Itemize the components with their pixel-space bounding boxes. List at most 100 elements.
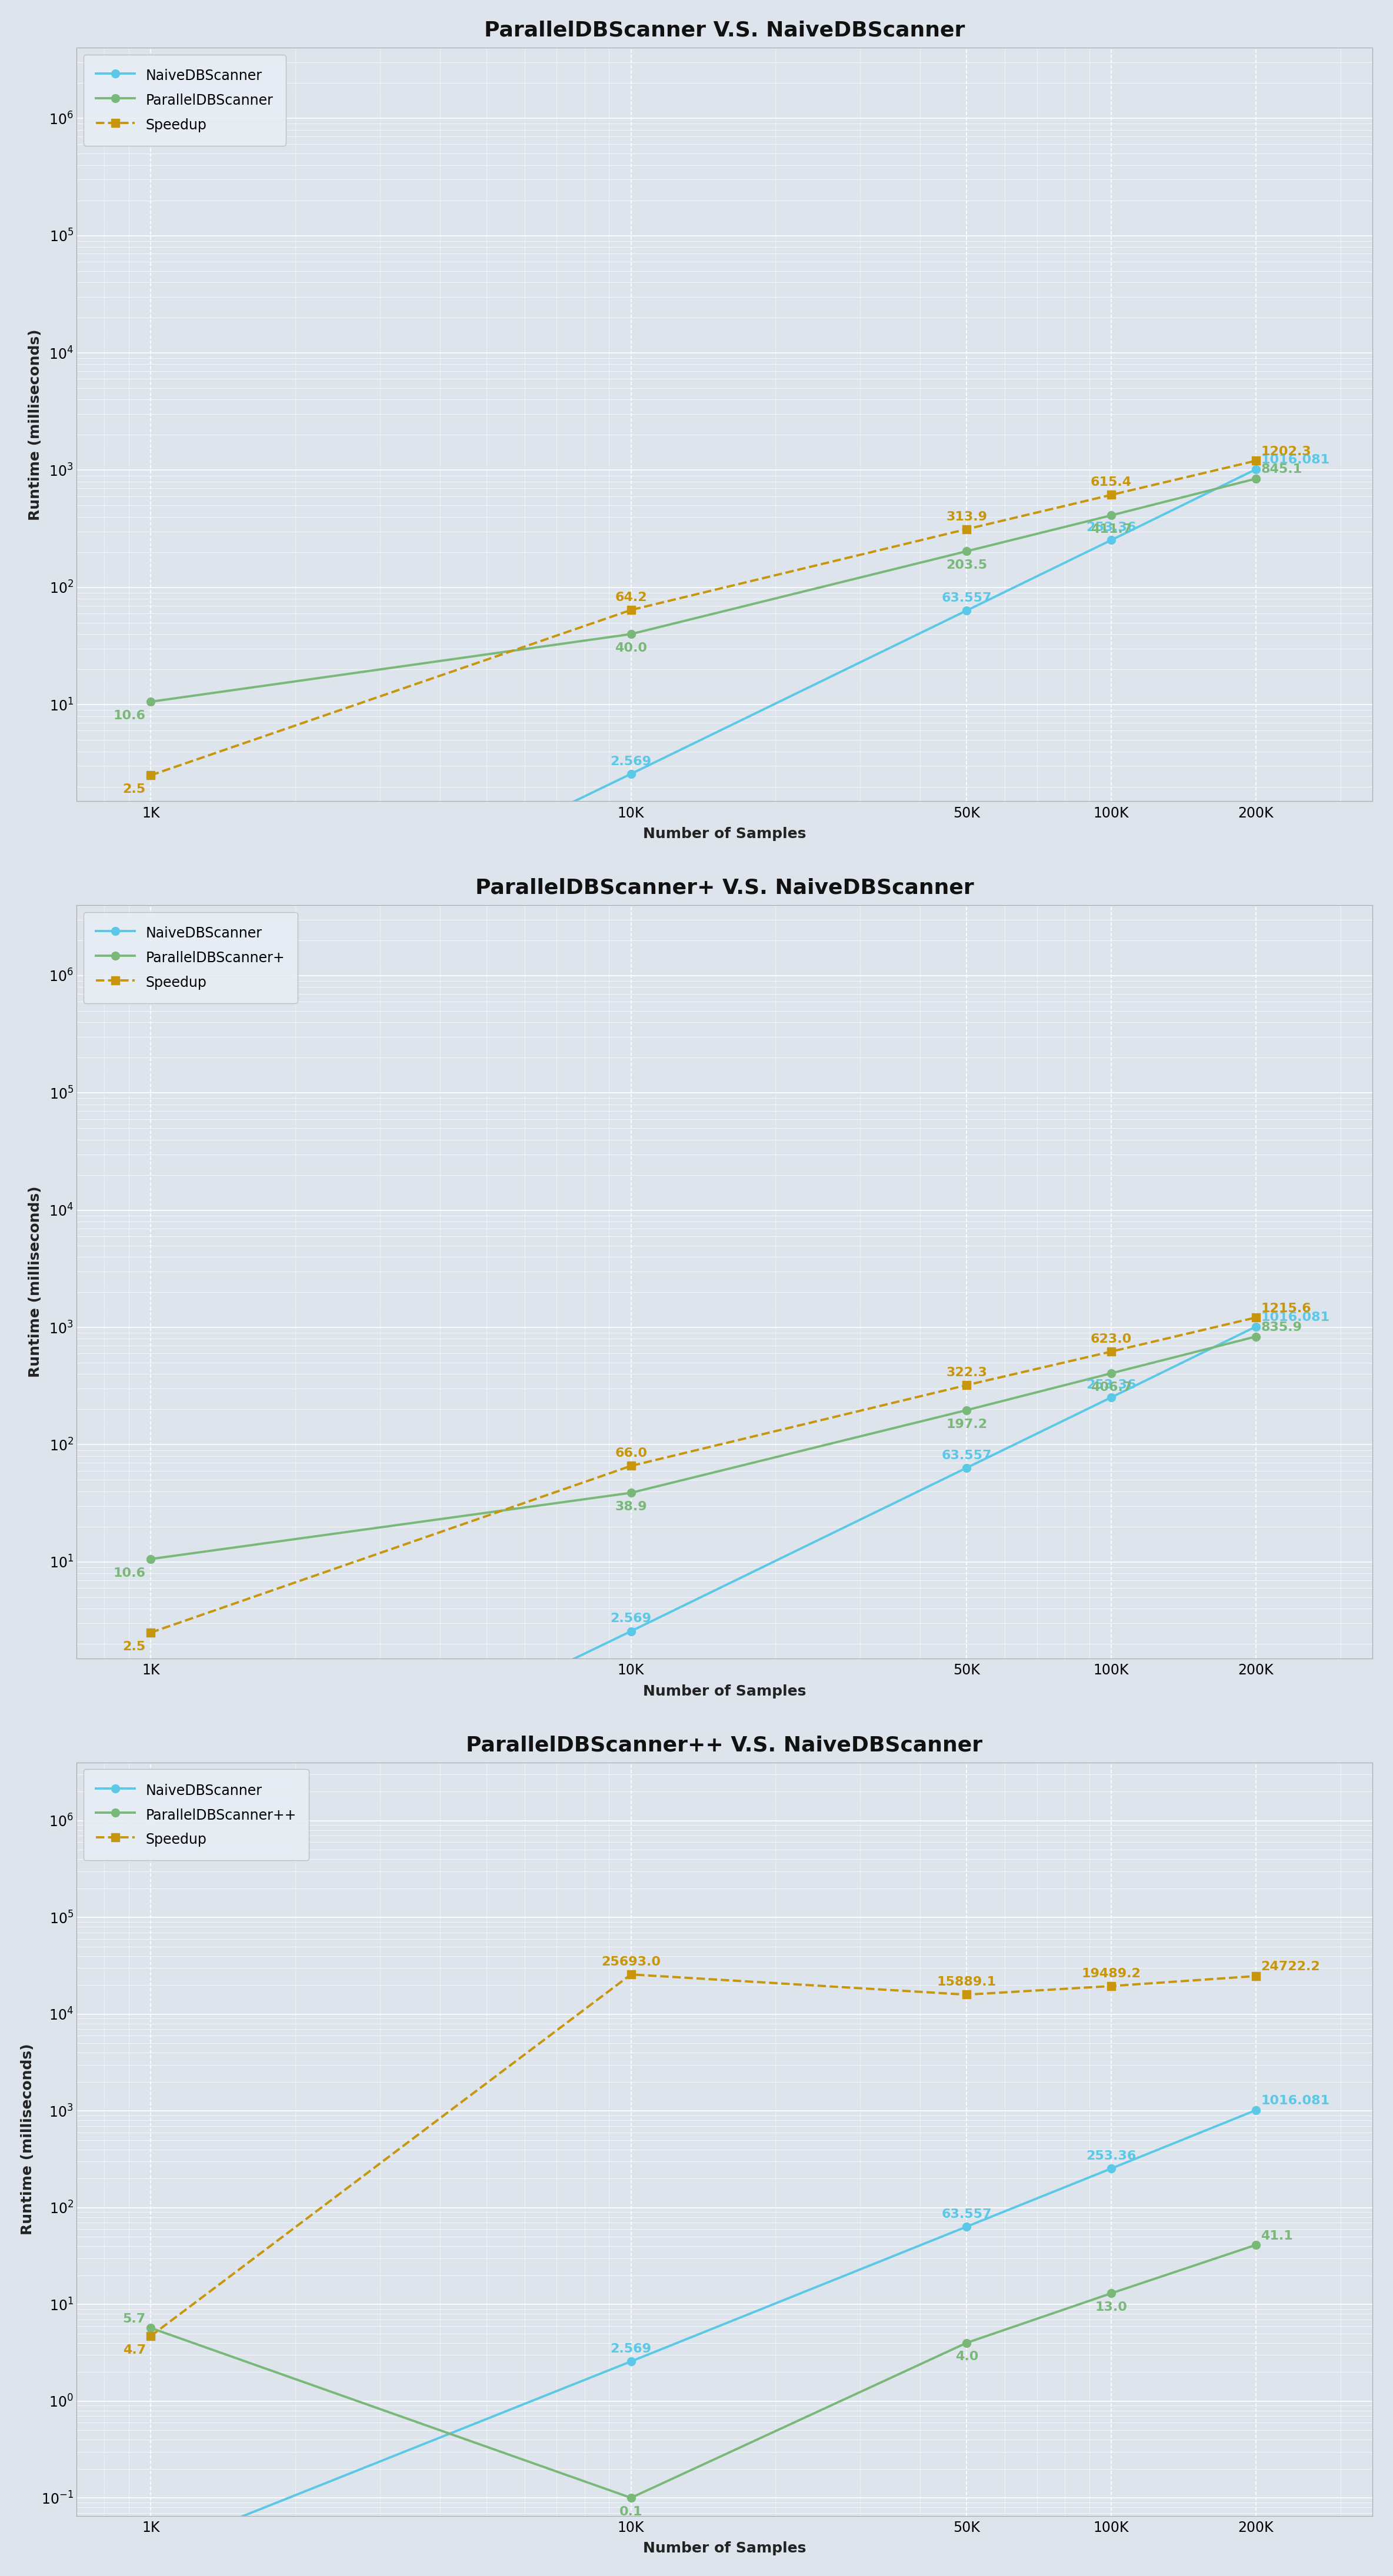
Text: 15889.1: 15889.1 — [937, 1976, 996, 1989]
Text: 411.7: 411.7 — [1091, 523, 1133, 536]
Text: 41.1: 41.1 — [1261, 2231, 1293, 2241]
Line: NaiveDBScanner: NaiveDBScanner — [146, 2107, 1259, 2558]
NaiveDBScanner — [958, 1453, 975, 1484]
Text: 0.1: 0.1 — [620, 2506, 642, 2517]
Text: 4.7: 4.7 — [123, 2344, 146, 2357]
Text: 4.0: 4.0 — [956, 2352, 978, 2362]
Title: ParallelDBScanner+ V.S. NaiveDBScanner: ParallelDBScanner+ V.S. NaiveDBScanner — [475, 878, 974, 896]
ParallelDBScanner++ — [1248, 2228, 1265, 2259]
Speedup — [958, 1978, 975, 2009]
Text: 13.0: 13.0 — [1095, 2300, 1127, 2313]
Y-axis label: Runtime (milliseconds): Runtime (milliseconds) — [21, 2043, 35, 2236]
Legend: NaiveDBScanner, ParallelDBScanner, Speedup: NaiveDBScanner, ParallelDBScanner, Speed… — [84, 54, 286, 147]
ParallelDBScanner — [958, 536, 975, 567]
Speedup — [623, 1958, 639, 1989]
Line: ParallelDBScanner: ParallelDBScanner — [146, 474, 1259, 706]
Text: 5.7: 5.7 — [123, 2313, 146, 2324]
Text: 253.36: 253.36 — [1087, 2151, 1137, 2161]
Text: 623.0: 623.0 — [1091, 1334, 1133, 1345]
NaiveDBScanner — [623, 1615, 639, 1646]
Text: 63.557: 63.557 — [942, 2208, 992, 2221]
Text: 406.7: 406.7 — [1091, 1381, 1133, 1394]
Speedup — [1103, 1337, 1120, 1368]
Text: 10.6: 10.6 — [113, 711, 146, 721]
X-axis label: Number of Samples: Number of Samples — [642, 2543, 807, 2555]
ParallelDBScanner — [142, 685, 159, 716]
Text: 835.9: 835.9 — [1261, 1321, 1302, 1334]
Line: NaiveDBScanner: NaiveDBScanner — [146, 466, 1259, 1010]
NaiveDBScanner — [958, 2210, 975, 2241]
Text: 615.4: 615.4 — [1091, 477, 1133, 489]
ParallelDBScanner++ — [623, 2483, 639, 2514]
NaiveDBScanner — [1103, 1381, 1120, 1412]
ParallelDBScanner++ — [958, 2326, 975, 2357]
NaiveDBScanner — [1248, 2094, 1265, 2125]
Title: ParallelDBScanner V.S. NaiveDBScanner: ParallelDBScanner V.S. NaiveDBScanner — [483, 21, 965, 41]
ParallelDBScanner+ — [142, 1543, 159, 1574]
Text: 2.569: 2.569 — [610, 2344, 652, 2354]
Text: 10.6: 10.6 — [113, 1566, 146, 1579]
Speedup — [958, 513, 975, 544]
Text: 38.9: 38.9 — [614, 1502, 648, 1512]
Text: 253.36: 253.36 — [1087, 1378, 1137, 1391]
Text: 313.9: 313.9 — [946, 510, 988, 523]
Speedup — [142, 1618, 159, 1649]
Text: 64.2: 64.2 — [614, 592, 648, 603]
Text: 197.2: 197.2 — [946, 1419, 988, 1430]
Text: 1016.081: 1016.081 — [1261, 1311, 1330, 1324]
Speedup — [958, 1370, 975, 1401]
Text: 203.5: 203.5 — [946, 559, 988, 572]
ParallelDBScanner++ — [142, 2313, 159, 2344]
NaiveDBScanner — [1103, 2154, 1120, 2184]
NaiveDBScanner — [142, 2537, 159, 2568]
Text: 2.5: 2.5 — [123, 783, 146, 796]
Legend: NaiveDBScanner, ParallelDBScanner++, Speedup: NaiveDBScanner, ParallelDBScanner++, Spe… — [84, 1770, 309, 1860]
Text: 66.0: 66.0 — [614, 1448, 648, 1461]
X-axis label: Number of Samples: Number of Samples — [642, 827, 807, 840]
Y-axis label: Runtime (milliseconds): Runtime (milliseconds) — [28, 1185, 42, 1378]
Text: 1016.081: 1016.081 — [1261, 2094, 1330, 2107]
Text: 25693.0: 25693.0 — [602, 1955, 660, 1968]
Text: 1016.081: 1016.081 — [1261, 453, 1330, 466]
ParallelDBScanner+ — [623, 1479, 639, 1510]
Line: Speedup: Speedup — [146, 1971, 1259, 2339]
Text: 40.0: 40.0 — [614, 641, 648, 654]
Text: 2.569: 2.569 — [610, 1613, 652, 1625]
Speedup — [1103, 1971, 1120, 2002]
ParallelDBScanner — [1103, 500, 1120, 531]
ParallelDBScanner+ — [1248, 1321, 1265, 1352]
Speedup — [142, 2321, 159, 2352]
Line: ParallelDBScanner++: ParallelDBScanner++ — [146, 2241, 1259, 2501]
Speedup — [1248, 446, 1265, 477]
Text: 253.36: 253.36 — [1087, 523, 1137, 533]
Line: Speedup: Speedup — [146, 1314, 1259, 1636]
Speedup — [623, 595, 639, 626]
Text: 2.569: 2.569 — [610, 755, 652, 768]
NaiveDBScanner — [1103, 526, 1120, 556]
NaiveDBScanner — [623, 757, 639, 788]
ParallelDBScanner — [623, 618, 639, 649]
Text: 845.1: 845.1 — [1261, 464, 1302, 477]
Speedup — [1248, 1960, 1265, 1991]
NaiveDBScanner — [958, 595, 975, 626]
Title: ParallelDBScanner++ V.S. NaiveDBScanner: ParallelDBScanner++ V.S. NaiveDBScanner — [467, 1736, 982, 1754]
ParallelDBScanner — [1248, 464, 1265, 495]
Line: Speedup: Speedup — [146, 456, 1259, 781]
Line: ParallelDBScanner+: ParallelDBScanner+ — [146, 1332, 1259, 1564]
NaiveDBScanner — [1248, 453, 1265, 484]
Text: 2.5: 2.5 — [123, 1641, 146, 1654]
Text: 1202.3: 1202.3 — [1261, 446, 1311, 459]
NaiveDBScanner — [142, 1847, 159, 1878]
Text: 63.557: 63.557 — [942, 592, 992, 603]
Text: 63.557: 63.557 — [942, 1450, 992, 1461]
NaiveDBScanner — [142, 989, 159, 1020]
Speedup — [1248, 1301, 1265, 1332]
Legend: NaiveDBScanner, ParallelDBScanner+, Speedup: NaiveDBScanner, ParallelDBScanner+, Spee… — [84, 912, 298, 1002]
Text: 322.3: 322.3 — [946, 1368, 988, 1378]
Line: NaiveDBScanner: NaiveDBScanner — [146, 1321, 1259, 1868]
ParallelDBScanner+ — [958, 1394, 975, 1425]
Speedup — [623, 1450, 639, 1481]
Text: 19489.2: 19489.2 — [1081, 1968, 1141, 1978]
X-axis label: Number of Samples: Number of Samples — [642, 1685, 807, 1698]
Text: 1215.6: 1215.6 — [1261, 1303, 1311, 1314]
